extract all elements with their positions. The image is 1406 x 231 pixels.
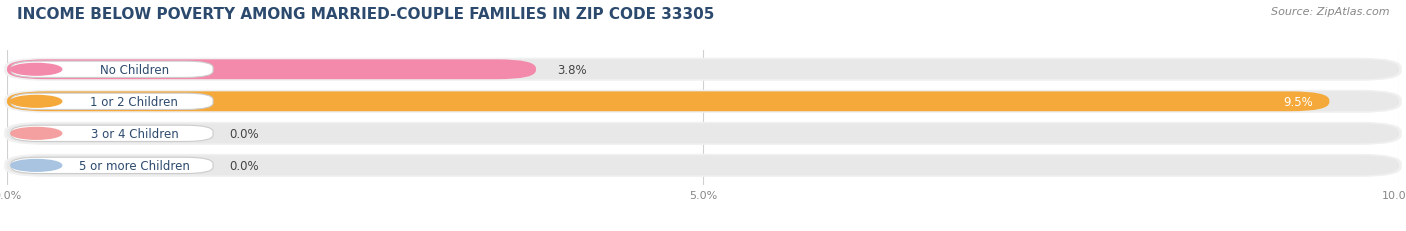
Text: No Children: No Children (100, 64, 169, 76)
Text: 9.5%: 9.5% (1282, 95, 1313, 108)
Text: Source: ZipAtlas.com: Source: ZipAtlas.com (1271, 7, 1389, 17)
FancyBboxPatch shape (4, 154, 1402, 177)
Text: 5 or more Children: 5 or more Children (79, 159, 190, 172)
Text: 1 or 2 Children: 1 or 2 Children (90, 95, 179, 108)
Text: 0.0%: 0.0% (229, 159, 259, 172)
FancyBboxPatch shape (11, 158, 214, 174)
FancyBboxPatch shape (7, 124, 1399, 144)
Circle shape (11, 64, 62, 76)
Circle shape (11, 128, 62, 140)
FancyBboxPatch shape (7, 60, 536, 80)
Text: INCOME BELOW POVERTY AMONG MARRIED-COUPLE FAMILIES IN ZIP CODE 33305: INCOME BELOW POVERTY AMONG MARRIED-COUPL… (17, 7, 714, 22)
FancyBboxPatch shape (11, 62, 214, 78)
FancyBboxPatch shape (11, 94, 214, 110)
FancyBboxPatch shape (7, 60, 1399, 80)
FancyBboxPatch shape (7, 92, 1399, 112)
FancyBboxPatch shape (7, 156, 1399, 176)
Circle shape (11, 96, 62, 108)
FancyBboxPatch shape (4, 58, 1402, 82)
Text: 0.0%: 0.0% (229, 127, 259, 140)
FancyBboxPatch shape (4, 90, 1402, 113)
Text: 3 or 4 Children: 3 or 4 Children (90, 127, 179, 140)
FancyBboxPatch shape (4, 122, 1402, 145)
Circle shape (11, 160, 62, 171)
Text: 3.8%: 3.8% (557, 64, 586, 76)
FancyBboxPatch shape (11, 126, 214, 142)
FancyBboxPatch shape (7, 92, 1330, 112)
